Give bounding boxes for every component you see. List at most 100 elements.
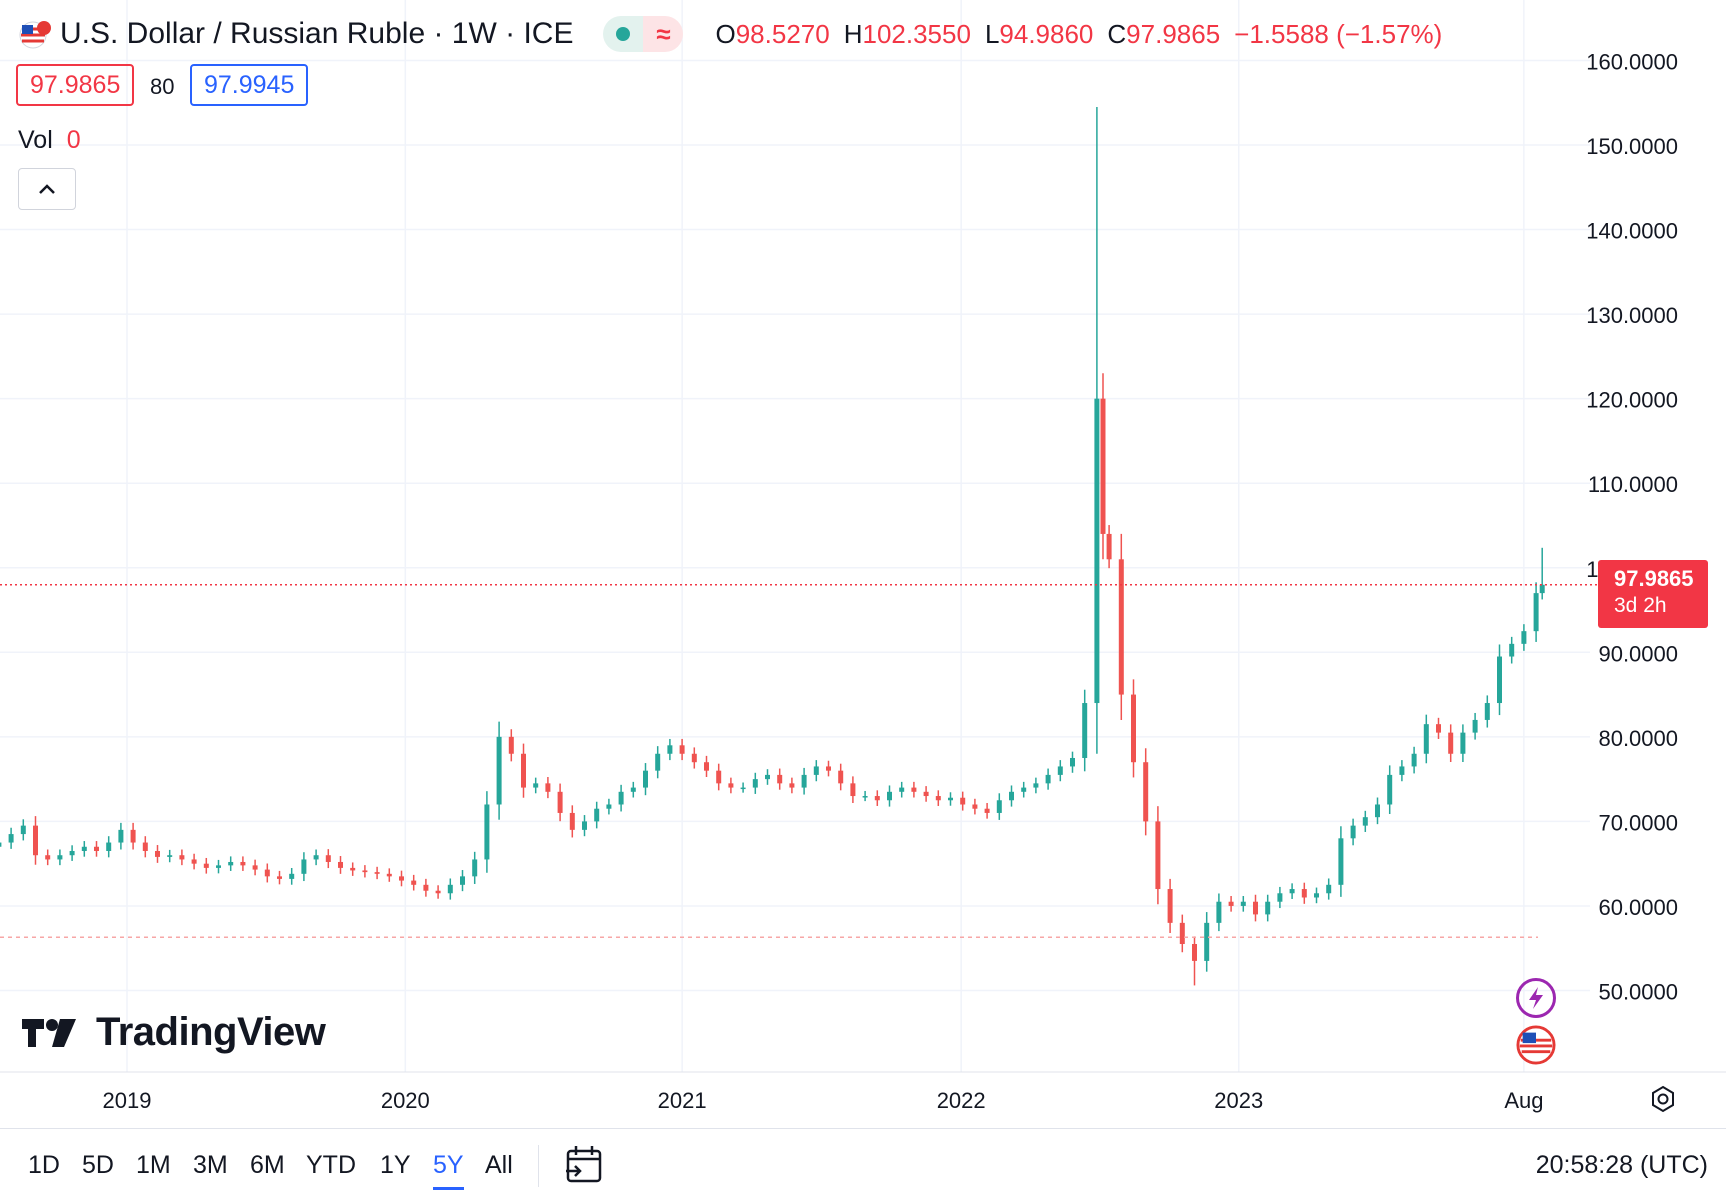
candle-body [1143, 762, 1149, 822]
range-6m-button[interactable]: 6M [250, 1151, 285, 1179]
price-tick-label: 110.0000 [1588, 472, 1678, 497]
candle-body [1423, 724, 1429, 754]
go-to-date-calendar-icon[interactable] [564, 1143, 604, 1187]
candle-body [1326, 884, 1332, 894]
candle-body [1387, 774, 1393, 805]
candle-body [179, 855, 185, 860]
candle-body [374, 872, 380, 874]
chart-grid [0, 0, 1590, 1072]
candle-body [874, 796, 880, 801]
candle-body [1021, 787, 1027, 792]
candle-body [1179, 922, 1185, 944]
candle-body [1192, 943, 1197, 961]
candle-body [716, 770, 722, 784]
candle-body [1448, 732, 1454, 754]
candle-series [0, 106, 1545, 986]
candle-body [1301, 889, 1307, 898]
market-status-pill[interactable]: ≈ [603, 16, 684, 52]
candle-body [923, 791, 929, 797]
range-toolbar: 1D 5D 1M 3M 6M YTD 1Y 5Y All 20:58:28 (U… [0, 1128, 1726, 1203]
candle-body [1228, 901, 1234, 906]
candle-body [813, 766, 819, 775]
candle-body [960, 797, 966, 805]
candle-body [996, 800, 1002, 813]
high-value: 102.3550 [862, 18, 971, 49]
candle-body [399, 876, 404, 881]
price-tick-label: 160.0000 [1586, 49, 1678, 74]
open-value: 98.5270 [735, 18, 830, 49]
candle-body [1362, 817, 1368, 826]
range-3m-button[interactable]: 3M [193, 1151, 228, 1179]
candle-body [118, 829, 124, 843]
gear-icon[interactable] [1648, 1084, 1678, 1114]
candle-body [691, 753, 697, 763]
utc-clock[interactable]: 20:58:28 (UTC) [1535, 1151, 1708, 1179]
candle-body [0, 842, 2, 847]
candle-body [850, 783, 856, 797]
price-axis[interactable]: 50.000060.000070.000080.000090.0000100.0… [1586, 49, 1678, 1004]
tradingview-logo[interactable]: TradingView [22, 1010, 326, 1055]
candle-body [1411, 753, 1417, 767]
symbol-title[interactable]: U.S. Dollar / Russian Ruble · 1W · ICE [60, 17, 574, 50]
candle-body [1253, 901, 1258, 915]
collapse-legend-button[interactable] [18, 168, 76, 210]
ohlc-values: O 98.5270 H 102.3550 L 94.9860 C 97.9865 −1.… [715, 19, 1442, 50]
price-tick-label: 140.0000 [1586, 219, 1678, 244]
candle-body [728, 783, 734, 788]
close-label: C [1107, 18, 1127, 49]
candle-body [777, 774, 783, 784]
candle-body [1045, 774, 1051, 784]
candle-body [1350, 825, 1356, 839]
time-tick-label: 2023 [1214, 1088, 1263, 1113]
sell-price-button[interactable]: 97.9865 [16, 64, 135, 106]
candle-body [313, 855, 319, 860]
range-5d-button[interactable]: 5D [82, 1151, 114, 1179]
candle-body [411, 880, 417, 885]
candle-body [1155, 821, 1161, 890]
candle-body [1314, 893, 1319, 898]
candle-body [362, 870, 368, 873]
candle-body [606, 804, 612, 809]
candle-body [81, 846, 87, 851]
bar-countdown: 3d 2h [1614, 594, 1667, 617]
time-axis[interactable]: 2019 2020 2021 2022 2023 Aug [103, 1088, 1544, 1113]
candle-body [216, 865, 221, 868]
range-1d-button[interactable]: 1D [28, 1151, 60, 1179]
candle-body [240, 861, 246, 866]
price-tick-label: 130.0000 [1586, 303, 1678, 328]
buy-price-button[interactable]: 97.9945 [190, 64, 309, 106]
candle-body [57, 855, 63, 860]
candle-body [1436, 724, 1441, 733]
lightning-icon[interactable] [1516, 978, 1556, 1018]
candle-body [1100, 398, 1106, 534]
candle-body [20, 825, 26, 835]
range-1y-button[interactable]: 1Y [380, 1151, 411, 1179]
range-5y-button[interactable]: 5Y [433, 1151, 464, 1190]
candle-body [704, 762, 709, 771]
candle-body [1539, 584, 1545, 594]
candle-body [155, 850, 160, 857]
range-ytd-button[interactable]: YTD [306, 1151, 356, 1179]
candle-body [191, 859, 197, 864]
candle-body [264, 869, 270, 877]
range-all-button[interactable]: All [485, 1151, 513, 1179]
range-1m-button[interactable]: 1M [136, 1151, 171, 1179]
candle-body [45, 855, 51, 860]
candle-body [826, 766, 831, 771]
candle-body [630, 787, 636, 792]
candle-body [472, 859, 478, 877]
price-tick-label: 120.0000 [1586, 388, 1678, 413]
candle-body [582, 821, 587, 830]
price-tick-label: 50.0000 [1598, 980, 1678, 1005]
candle-body [1009, 791, 1014, 801]
last-price-value: 97.9865 [1614, 566, 1694, 591]
price-tick-label: 60.0000 [1598, 895, 1678, 920]
candle-body [655, 753, 661, 771]
time-tick-label: Aug [1504, 1088, 1543, 1113]
logo-text: TradingView [96, 1010, 326, 1054]
candle-body [618, 791, 624, 805]
candle-body [106, 842, 112, 851]
candle-body [899, 787, 905, 792]
us-calendar-flag-icon[interactable] [1516, 1025, 1556, 1065]
